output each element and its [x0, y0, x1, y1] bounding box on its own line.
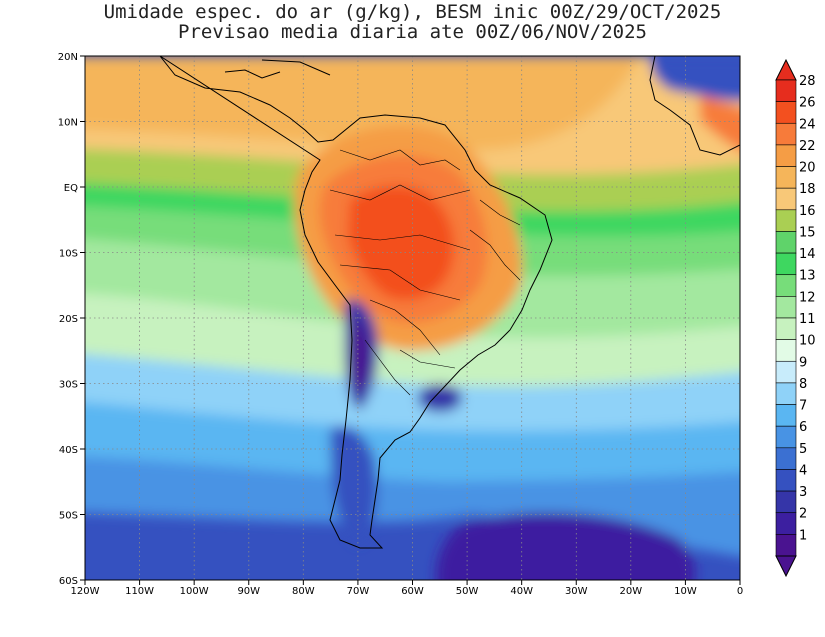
colorbar-swatch: [775, 512, 797, 535]
colorbar-swatch: [775, 252, 797, 276]
colorbar-label: 14: [799, 247, 816, 262]
colorbar-label: 26: [799, 96, 816, 111]
colorbar-label: 6: [799, 420, 807, 435]
lon-tick-label: 20W: [620, 586, 643, 597]
colorbar-swatch: [775, 404, 797, 427]
lon-tick-label: 0: [737, 586, 743, 597]
colorbar-label: 7: [799, 399, 807, 414]
colorbar-min-arrow: [775, 555, 797, 578]
colorbar-swatch: [775, 382, 797, 405]
lat-tick-label: EQ: [64, 183, 78, 194]
title-line-2: Previsao media diaria ate 00Z/06/NOV/202…: [178, 21, 647, 43]
colorbar-swatch: [775, 231, 797, 254]
colorbar-swatch: [775, 339, 797, 362]
lon-tick-label: 120W: [71, 586, 100, 597]
map-title: Umidade espec. do ar (g/kg), BESM inic 0…: [0, 2, 825, 42]
colorbar-label: 3: [799, 485, 807, 500]
colorbar-swatch: [775, 425, 797, 449]
colorbar-swatch: [775, 101, 797, 124]
colorbar: 28 26 24 22 20 18 16 15 14 13 12 11 10 9 8 7 6 5 4 3 2 1: [775, 58, 816, 578]
colorbar-swatch: [775, 447, 797, 470]
country-borders: [329, 149, 521, 396]
colorbar-label: 9: [799, 355, 807, 370]
colorbar-label: 5: [799, 442, 807, 457]
lat-tick-label: 20N: [58, 52, 78, 63]
colorbar-label: 16: [799, 204, 816, 219]
lon-tick-label: 80W: [292, 586, 315, 597]
lat-tick-label: 50S: [59, 511, 78, 522]
colorbar-swatch: [775, 296, 797, 319]
colorbar-label: 24: [799, 117, 816, 132]
colorbar-label: 22: [799, 139, 816, 154]
colorbar-swatch: [775, 166, 797, 189]
colorbar-label: 11: [799, 312, 816, 327]
lon-tick-label: 10W: [674, 586, 697, 597]
colorbar-label: 20: [799, 161, 816, 176]
lon-tick-label: 50W: [456, 586, 479, 597]
lon-tick-label: 60W: [401, 586, 424, 597]
colorbar-swatch: [775, 490, 797, 514]
colorbar-swatch: [775, 534, 797, 557]
colorbar-label: 12: [799, 290, 816, 305]
title-line-1: Umidade espec. do ar (g/kg), BESM inic 0…: [103, 1, 722, 23]
lon-tick-label: 110W: [125, 586, 154, 597]
lat-tick-label: 20S: [59, 314, 78, 325]
colorbar-label: 1: [799, 528, 807, 543]
colorbar-max-arrow: [775, 58, 797, 81]
coastlines: [159, 56, 740, 549]
lon-tick-label: 100W: [180, 586, 209, 597]
colorbar-label: 28: [799, 74, 816, 89]
colorbar-label: 10: [799, 334, 816, 349]
colorbar-label: 15: [799, 225, 816, 240]
humidity-field: [85, 56, 740, 580]
graticule: [85, 56, 740, 580]
lon-axis: 120W 110W 100W 90W 80W 70W 60W 50W 40W 30W 20W 10W 0: [71, 580, 743, 597]
colorbar-swatch: [775, 469, 797, 492]
colorbar-swatch: [775, 144, 797, 167]
colorbar-swatch: [775, 317, 797, 340]
colorbar-swatch: [775, 187, 797, 211]
colorbar-swatch: [775, 274, 797, 297]
lat-tick-label: 40S: [59, 445, 78, 456]
colorbar-label: 18: [799, 182, 816, 197]
colorbar-swatch: [775, 360, 797, 384]
lat-tick-label: 60S: [59, 576, 78, 587]
lon-tick-label: 30W: [565, 586, 588, 597]
colorbar-label: 8: [799, 377, 807, 392]
lat-tick-label: 30S: [59, 380, 78, 391]
lat-tick-label: 10S: [59, 249, 78, 260]
lat-tick-label: 10N: [58, 118, 78, 129]
lon-tick-label: 70W: [347, 586, 370, 597]
colorbar-label: 2: [799, 507, 807, 522]
lon-tick-label: 40W: [510, 586, 533, 597]
lat-axis: 20N 10N EQ 10S 20S 30S 40S 50S 60S: [58, 52, 85, 587]
lon-tick-label: 90W: [237, 586, 260, 597]
colorbar-swatch: [775, 79, 797, 102]
colorbar-label: 13: [799, 269, 816, 284]
colorbar-swatch: [775, 122, 797, 146]
colorbar-swatch: [775, 209, 797, 232]
colorbar-label: 4: [799, 463, 807, 478]
